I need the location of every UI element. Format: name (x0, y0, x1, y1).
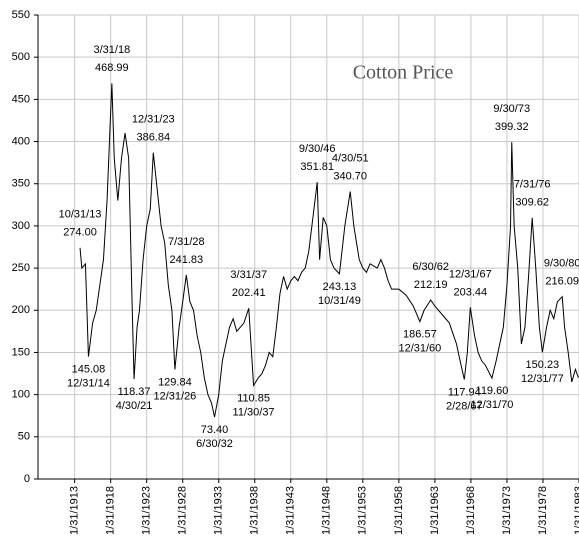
annotation-date: 12/31/14 (67, 378, 110, 390)
x-tick-label: 1/31/1928 (177, 486, 189, 535)
annotation-date: 12/31/70 (471, 399, 514, 411)
annotation-date: 2/28/67 (446, 400, 483, 412)
annotation-value: 212.19 (414, 279, 448, 291)
annotation-date: 12/31/26 (153, 390, 196, 402)
annotation-value: 118.37 (118, 386, 151, 398)
annotation-value: 186.57 (403, 329, 437, 341)
x-tick-label: 1/31/1918 (105, 486, 117, 535)
annotation-date: 3/31/37 (230, 269, 267, 281)
x-tick-label: 1/31/1953 (357, 486, 369, 535)
y-tick-label: 450 (12, 93, 30, 105)
x-tick-label: 1/31/1973 (501, 486, 513, 535)
annotation-value: 119.60 (476, 385, 509, 397)
annotation-value: 309.62 (515, 197, 549, 209)
annotation-value: 241.83 (169, 254, 203, 266)
annotation-value: 73.40 (201, 424, 229, 436)
annotation-date: 12/31/67 (449, 268, 492, 280)
y-tick-label: 500 (12, 51, 30, 63)
x-tick-label: 1/31/1933 (213, 486, 225, 535)
annotation-date: 12/31/77 (521, 373, 564, 385)
grid (34, 14, 579, 483)
x-tick-label: 1/31/1968 (465, 486, 477, 535)
annotation-value: 110.85 (237, 392, 270, 404)
y-tick-label: 50 (18, 431, 30, 443)
y-tick-label: 550 (12, 9, 30, 21)
annotation-date: 4/30/21 (116, 400, 153, 412)
annotation-value: 129.84 (158, 376, 192, 388)
labels: 0 50 100 150 200 250 300 350 400 450 500 550 1/31/19… (12, 9, 579, 535)
annotation-value: 145.08 (72, 364, 106, 376)
y-tick-label: 150 (12, 346, 30, 358)
x-tick-label: 1/31/1958 (393, 486, 405, 535)
annotation-date: 9/30/46 (299, 143, 336, 155)
annotation-value: 243.13 (323, 281, 357, 293)
annotation-value: 150.23 (526, 359, 560, 371)
annotation-date: 12/31/60 (398, 343, 441, 355)
annotation-date: 12/31/23 (132, 114, 175, 126)
chart-title: Cotton Price (353, 62, 454, 84)
x-tick-label: 1/31/1948 (321, 486, 333, 535)
price-line (79, 83, 579, 418)
x-tick-label: 1/31/1938 (249, 486, 261, 535)
annotation-date: 10/31/13 (59, 209, 102, 221)
annotation-value: 216.09 (545, 276, 579, 288)
y-tick-label: 200 (12, 304, 30, 316)
annotation-value: 399.32 (495, 121, 529, 133)
annotation-date: 7/31/28 (168, 236, 205, 248)
annotation-date: 10/31/49 (318, 295, 361, 307)
x-tick-label: 1/31/1983 (573, 486, 579, 535)
annotation-date: 6/30/62 (412, 261, 449, 273)
marks (79, 83, 579, 418)
x-tick-label: 1/31/1943 (285, 486, 297, 535)
annotation-date: 3/31/18 (94, 44, 131, 56)
annotation-value: 274.00 (63, 227, 97, 239)
y-tick-label: 350 (12, 178, 30, 190)
annotation-date: 11/30/37 (233, 406, 275, 418)
annotation-date: 9/30/73 (493, 103, 530, 115)
annotation-value: 117.94 (448, 386, 481, 398)
x-tick-label: 1/31/1913 (69, 486, 81, 535)
x-tick-label: 1/31/1963 (429, 486, 441, 535)
y-tick-label: 250 (12, 262, 30, 274)
y-tick-label: 100 (12, 389, 30, 401)
y-tick-label: 300 (12, 220, 30, 232)
annotation-value: 202.41 (232, 287, 266, 299)
annotation-date: 9/30/80 (544, 258, 579, 270)
annotation-date: 4/30/51 (332, 152, 369, 164)
y-tick-label: 400 (12, 135, 30, 147)
y-tick-label: 0 (24, 473, 30, 485)
annotation-value: 340.70 (333, 170, 367, 182)
annotation-value: 351.81 (300, 161, 334, 173)
annotation-date: 6/30/32 (196, 438, 233, 450)
annotation-value: 203.44 (453, 286, 487, 298)
annotation-date: 7/31/76 (514, 179, 551, 191)
x-tick-label: 1/31/1923 (141, 486, 153, 535)
annotation-value: 386.84 (136, 132, 170, 144)
annotation-value: 468.99 (95, 62, 129, 74)
x-tick-label: 1/31/1978 (537, 486, 549, 535)
